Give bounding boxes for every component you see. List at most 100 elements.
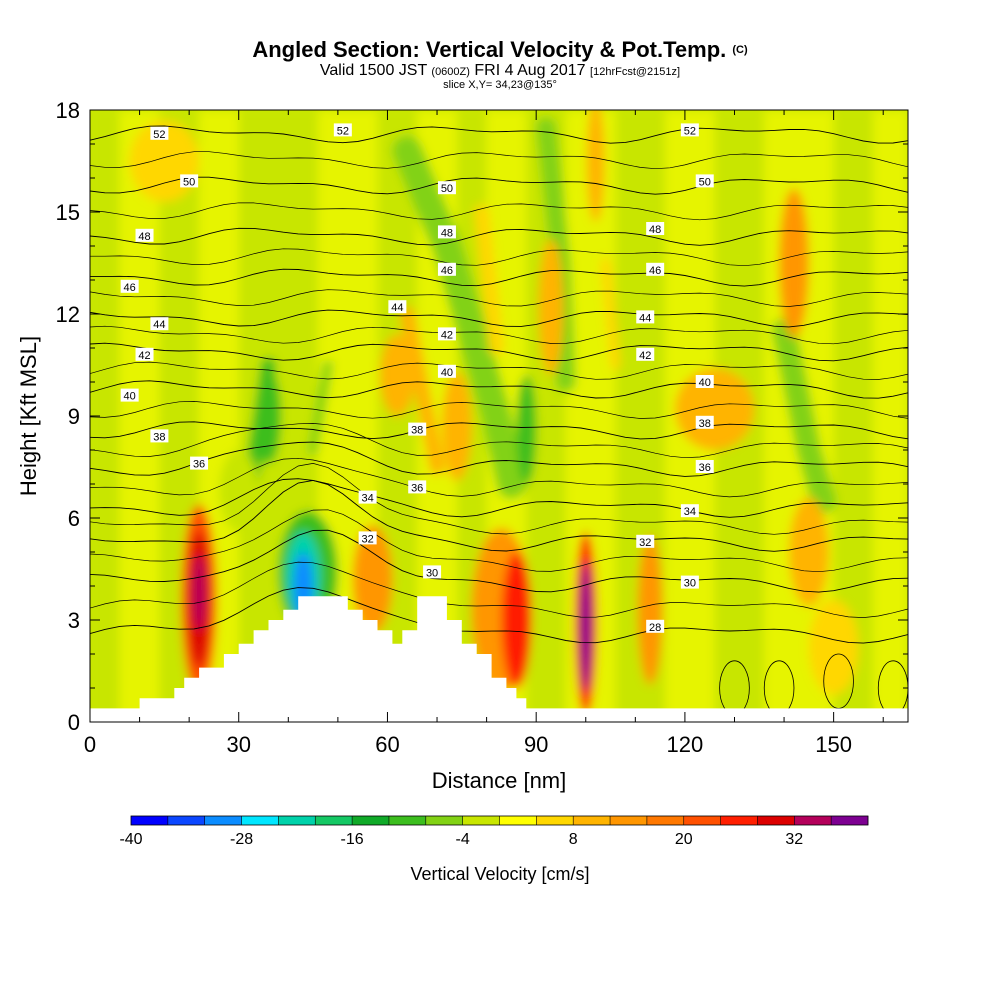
valid-time-date: FRI 4 Aug 2017 — [474, 62, 585, 79]
x-tick-label: 120 — [667, 732, 704, 757]
contour-label: 40 — [695, 375, 714, 389]
contour-label: 40 — [120, 388, 139, 403]
chart-title-text: Angled Section: Vertical Velocity & Pot.… — [252, 37, 726, 62]
contour-label-bg — [150, 317, 169, 331]
contour-label-text: 42 — [441, 329, 453, 341]
contour-label-bg — [120, 388, 139, 402]
contour-label: 44 — [388, 300, 407, 314]
contour-label-text: 38 — [411, 425, 423, 437]
contour-label-bg — [437, 225, 456, 239]
contour-label-text: 34 — [361, 493, 373, 505]
contour-label: 38 — [150, 429, 169, 443]
theta-contour-42 — [90, 342, 908, 362]
velocity-cell — [586, 110, 605, 223]
theta-contour-labels: 52 52 52 50 50 50 48 48 48 46 46 46 44 44 44 42 42 42 40 40… — [120, 123, 714, 634]
valid-time-line: Valid 1500 JST (0600Z) FRI 4 Aug 2017 [1… — [320, 62, 680, 79]
velocity-field — [90, 110, 908, 722]
colorbar-swatch — [683, 816, 721, 825]
velocity-cell — [637, 535, 663, 685]
theta-contour-minor — [90, 423, 908, 459]
contour-label: 30 — [680, 575, 699, 590]
x-tick-label: 60 — [375, 732, 399, 757]
contour-label: 36 — [695, 460, 714, 474]
colorbar-tick-label: 32 — [785, 831, 803, 848]
theta-contour-28 — [90, 587, 908, 644]
velocity-cell — [441, 371, 472, 481]
theta-contour-40 — [90, 380, 908, 399]
velocity-cell — [674, 368, 755, 451]
valid-time-prefix: Valid 1500 JST — [320, 62, 428, 79]
contour-label-text: 32 — [361, 533, 373, 545]
velocity-streak — [771, 318, 837, 514]
chart-title: Angled Section: Vertical Velocity & Pot.… — [252, 37, 748, 62]
contour-label-bg — [680, 504, 699, 518]
contour-label-bg — [150, 429, 169, 443]
contour-label-bg — [150, 126, 169, 140]
colorbar-swatch — [831, 816, 869, 825]
colorbar-swatch — [352, 816, 390, 825]
contour-label-bg — [437, 262, 456, 276]
contour-label-text: 44 — [153, 319, 165, 331]
colorbar-swatch — [425, 816, 463, 825]
velocity-cell — [516, 375, 537, 484]
theta-contour-minor — [90, 457, 908, 498]
contour-label-text: 32 — [639, 537, 651, 549]
theta-contour-minor — [90, 361, 908, 380]
contour-label: 40 — [437, 364, 456, 379]
contour-label-text: 42 — [639, 350, 651, 362]
contour-label: 34 — [680, 504, 699, 518]
theta-contour-minor — [90, 463, 908, 535]
y-tick-label: 3 — [68, 608, 80, 633]
velocity-cell — [352, 524, 393, 634]
velocity-streak — [474, 204, 504, 356]
colorbar-tick-label: 8 — [569, 831, 578, 848]
theta-contour-minor — [90, 325, 908, 345]
y-tick-label: 18 — [56, 98, 80, 123]
contour-label-bg — [646, 222, 665, 235]
theta-contour-38 — [90, 421, 908, 440]
theta-contour-minor — [90, 151, 908, 170]
contour-label-bg — [646, 619, 665, 633]
contour-label-text: 48 — [138, 231, 150, 243]
y-tick-label: 6 — [68, 506, 80, 531]
velocity-cell — [779, 188, 809, 338]
theta-contour-34 — [90, 478, 908, 518]
theta-contour-46 — [90, 268, 908, 287]
contour-label-text: 48 — [441, 227, 453, 239]
contour-label-text: 38 — [699, 418, 711, 430]
colorbar-tick-label: -28 — [230, 831, 253, 848]
contour-label: 32 — [636, 534, 655, 549]
colorbar-swatch — [757, 816, 795, 825]
contour-label-bg — [358, 531, 377, 545]
theta-contours — [90, 125, 908, 716]
contour-label: 48 — [135, 228, 154, 243]
contour-label-text: 30 — [684, 578, 696, 590]
contour-label: 48 — [437, 225, 456, 239]
theta-contour-32 — [90, 479, 908, 552]
contour-label: 44 — [150, 317, 169, 331]
velocity-cell — [501, 552, 532, 688]
contour-label-bg — [408, 422, 427, 436]
colorbar-tick-label: -40 — [119, 831, 142, 848]
colorbar — [130, 815, 869, 826]
contour-label-bg — [636, 347, 655, 361]
contour-label-bg — [190, 456, 209, 470]
contour-label: 42 — [135, 347, 154, 362]
colorbar-title: Vertical Velocity [cm/s] — [410, 864, 589, 884]
contour-label-bg — [636, 310, 655, 324]
contour-label-bg — [437, 181, 456, 195]
colorbar-tick-label: 20 — [675, 831, 693, 848]
contour-label-text: 28 — [649, 622, 661, 634]
contour-label-text: 46 — [649, 265, 661, 277]
theta-contour-minor — [90, 202, 908, 221]
contour-label-text: 44 — [639, 312, 651, 324]
contour-label-bg — [695, 460, 714, 473]
theta-contour-48 — [90, 227, 908, 246]
contour-label-text: 30 — [426, 567, 438, 579]
contour-label-text: 38 — [153, 431, 165, 443]
colorbar-swatch — [573, 816, 611, 825]
velocity-band — [119, 110, 160, 722]
contour-label: 36 — [408, 480, 427, 494]
theta-contour-44 — [90, 309, 908, 328]
